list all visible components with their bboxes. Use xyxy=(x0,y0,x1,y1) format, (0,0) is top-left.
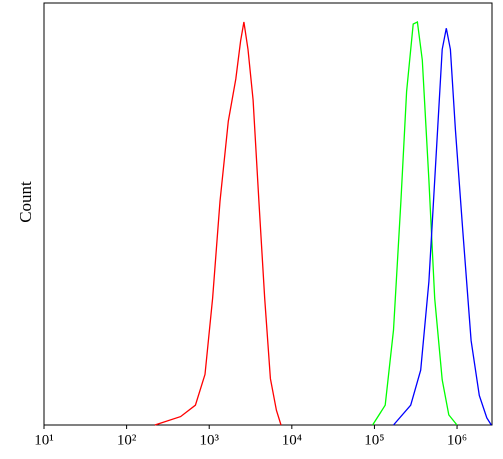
plot-frame xyxy=(43,2,493,426)
x-tick-label: 10² xyxy=(117,432,137,448)
y-axis-label: Count xyxy=(16,181,35,223)
x-tick-label: 10⁴ xyxy=(282,432,302,448)
x-tick-label: 10¹ xyxy=(34,432,54,448)
histogram-line xyxy=(154,21,282,426)
x-tick-label: 10⁵ xyxy=(364,432,384,448)
x-tick-label: 10³ xyxy=(199,432,219,448)
histogram-line xyxy=(372,21,458,426)
histogram-line xyxy=(393,28,492,426)
x-tick-label: 10⁶ xyxy=(447,432,467,448)
